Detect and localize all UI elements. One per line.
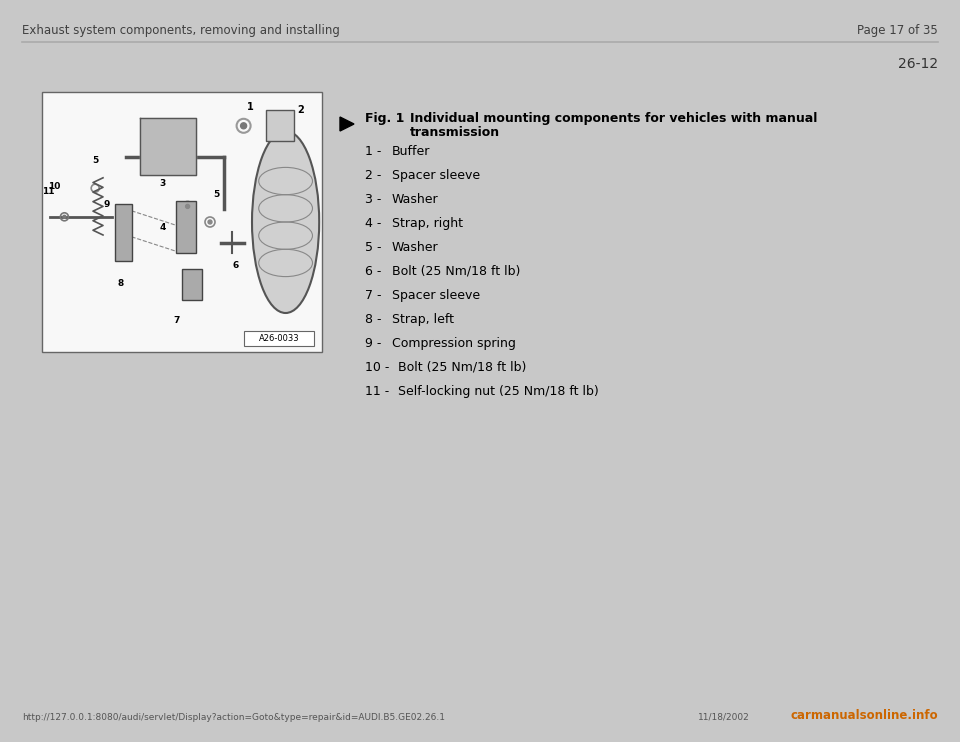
Text: Page 17 of 35: Page 17 of 35 bbox=[857, 24, 938, 37]
Text: 7 -: 7 - bbox=[365, 289, 381, 302]
Polygon shape bbox=[140, 118, 196, 175]
Text: Washer: Washer bbox=[392, 193, 439, 206]
Text: 11/18/2002: 11/18/2002 bbox=[698, 713, 750, 722]
Circle shape bbox=[63, 215, 66, 218]
Circle shape bbox=[185, 204, 190, 209]
Text: Exhaust system components, removing and installing: Exhaust system components, removing and … bbox=[22, 24, 340, 37]
Text: 11 -: 11 - bbox=[365, 385, 389, 398]
Text: Spacer sleeve: Spacer sleeve bbox=[392, 169, 480, 182]
Circle shape bbox=[208, 220, 212, 224]
Text: 5 -: 5 - bbox=[365, 241, 381, 254]
Text: 5: 5 bbox=[92, 156, 99, 165]
Text: Strap, left: Strap, left bbox=[392, 313, 454, 326]
Text: 10: 10 bbox=[48, 182, 60, 191]
Text: Individual mounting components for vehicles with manual: Individual mounting components for vehic… bbox=[410, 112, 817, 125]
Text: 11: 11 bbox=[42, 187, 55, 196]
Text: 1: 1 bbox=[247, 102, 253, 112]
Text: 8 -: 8 - bbox=[365, 313, 381, 326]
Bar bbox=[182, 269, 202, 300]
Text: 7: 7 bbox=[174, 315, 180, 324]
Text: 4: 4 bbox=[159, 223, 166, 232]
Text: Bolt (25 Nm/18 ft lb): Bolt (25 Nm/18 ft lb) bbox=[398, 361, 526, 374]
Text: 8: 8 bbox=[117, 279, 124, 288]
Circle shape bbox=[241, 122, 247, 129]
Text: Compression spring: Compression spring bbox=[392, 337, 516, 350]
Bar bbox=[177, 201, 196, 253]
Text: 9: 9 bbox=[104, 200, 110, 209]
Text: carmanualsonline.info: carmanualsonline.info bbox=[790, 709, 938, 722]
Bar bbox=[115, 204, 132, 261]
Text: 26-12: 26-12 bbox=[898, 57, 938, 71]
Text: 1 -: 1 - bbox=[365, 145, 381, 158]
Text: 2 -: 2 - bbox=[365, 169, 381, 182]
Text: 2: 2 bbox=[297, 105, 303, 115]
Bar bbox=[42, 92, 322, 352]
Polygon shape bbox=[340, 117, 354, 131]
Text: A26-0033: A26-0033 bbox=[258, 334, 300, 343]
Text: 4 -: 4 - bbox=[365, 217, 381, 230]
Bar bbox=[266, 111, 294, 142]
Bar bbox=[244, 331, 314, 346]
Text: 10 -: 10 - bbox=[365, 361, 390, 374]
Text: Buffer: Buffer bbox=[392, 145, 430, 158]
Text: 6: 6 bbox=[232, 261, 239, 270]
Text: Fig. 1: Fig. 1 bbox=[365, 112, 404, 125]
Text: Washer: Washer bbox=[392, 241, 439, 254]
Text: 3: 3 bbox=[159, 180, 166, 188]
Ellipse shape bbox=[252, 131, 319, 313]
Text: Strap, right: Strap, right bbox=[392, 217, 463, 230]
Text: Spacer sleeve: Spacer sleeve bbox=[392, 289, 480, 302]
Text: 5: 5 bbox=[213, 190, 219, 199]
Text: 3 -: 3 - bbox=[365, 193, 381, 206]
Text: http://127.0.0.1:8080/audi/servlet/Display?action=Goto&type=repair&id=AUDI.B5.GE: http://127.0.0.1:8080/audi/servlet/Displ… bbox=[22, 713, 445, 722]
Text: Self-locking nut (25 Nm/18 ft lb): Self-locking nut (25 Nm/18 ft lb) bbox=[398, 385, 599, 398]
Text: 6 -: 6 - bbox=[365, 265, 381, 278]
Text: 9 -: 9 - bbox=[365, 337, 381, 350]
Text: transmission: transmission bbox=[410, 126, 500, 139]
Text: Bolt (25 Nm/18 ft lb): Bolt (25 Nm/18 ft lb) bbox=[392, 265, 520, 278]
